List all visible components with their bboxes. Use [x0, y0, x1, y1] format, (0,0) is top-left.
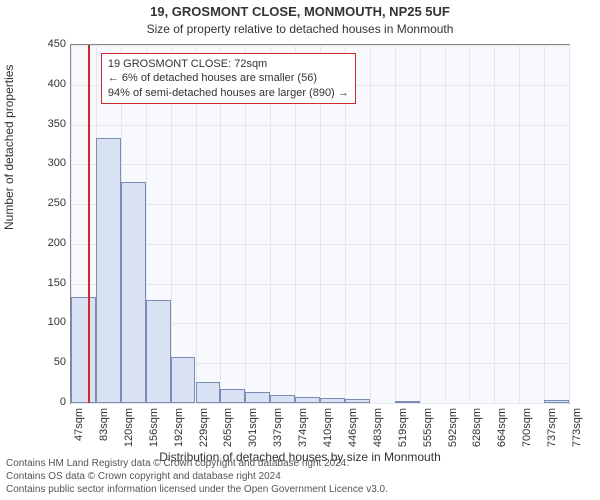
- grid-line-v: [370, 45, 371, 403]
- footer-line: Contains public sector information licen…: [6, 483, 594, 496]
- annotation-line: ← 6% of detached houses are smaller (56): [108, 71, 349, 85]
- histogram-bar: [245, 392, 270, 403]
- x-tick-label: 519sqm: [397, 408, 409, 447]
- plot-area: 19 GROSMONT CLOSE: 72sqm ← 6% of detache…: [70, 44, 570, 404]
- annotation-line: 94% of semi-detached houses are larger (…: [108, 86, 349, 100]
- x-tick-label: 83sqm: [98, 408, 110, 441]
- annotation-box: 19 GROSMONT CLOSE: 72sqm ← 6% of detache…: [101, 53, 356, 104]
- x-tick-label: 628sqm: [471, 408, 483, 447]
- annotation-line: 19 GROSMONT CLOSE: 72sqm: [108, 57, 349, 71]
- histogram-bar: [146, 300, 171, 403]
- histogram-bar: [121, 182, 146, 403]
- histogram-bar: [295, 397, 320, 403]
- footer-text: Contains HM Land Registry data © Crown c…: [6, 457, 594, 496]
- chart-container: 19, GROSMONT CLOSE, MONMOUTH, NP25 5UF S…: [0, 0, 600, 500]
- y-tick-label: 0: [36, 396, 66, 408]
- grid-line-v: [544, 45, 545, 403]
- histogram-bar: [96, 138, 121, 403]
- x-tick-label: 410sqm: [322, 408, 334, 447]
- y-tick-label: 450: [36, 38, 66, 50]
- footer-line: Contains OS data © Crown copyright and d…: [6, 470, 594, 483]
- x-tick-label: 737sqm: [546, 408, 558, 447]
- x-tick-label: 773sqm: [571, 408, 583, 447]
- x-tick-label: 337sqm: [272, 408, 284, 447]
- chart-subtitle: Size of property relative to detached ho…: [0, 22, 600, 36]
- histogram-bar: [544, 400, 569, 403]
- y-tick-label: 150: [36, 277, 66, 289]
- histogram-bar: [196, 382, 221, 403]
- x-tick-label: 47sqm: [73, 408, 85, 441]
- grid-line-h: [71, 403, 569, 404]
- x-tick-label: 120sqm: [123, 408, 135, 447]
- y-tick-label: 400: [36, 78, 66, 90]
- histogram-bar: [171, 357, 196, 403]
- grid-line-v: [569, 45, 570, 403]
- grid-line-v: [494, 45, 495, 403]
- y-tick-label: 350: [36, 118, 66, 130]
- y-tick-label: 250: [36, 197, 66, 209]
- x-tick-label: 700sqm: [521, 408, 533, 447]
- histogram-bar: [71, 297, 96, 403]
- y-axis-label: Number of detached properties: [2, 65, 16, 230]
- y-tick-label: 100: [36, 316, 66, 328]
- histogram-bar: [270, 395, 295, 403]
- grid-line-v: [469, 45, 470, 403]
- histogram-bar: [320, 398, 345, 403]
- marker-line: [88, 45, 90, 403]
- y-tick-label: 200: [36, 237, 66, 249]
- histogram-bar: [395, 401, 420, 403]
- footer-line: Contains HM Land Registry data © Crown c…: [6, 457, 594, 470]
- x-tick-label: 265sqm: [222, 408, 234, 447]
- grid-line-v: [519, 45, 520, 403]
- x-tick-label: 229sqm: [198, 408, 210, 447]
- x-tick-label: 664sqm: [496, 408, 508, 447]
- x-tick-label: 192sqm: [173, 408, 185, 447]
- histogram-bar: [220, 389, 245, 403]
- x-tick-label: 446sqm: [347, 408, 359, 447]
- grid-line-v: [420, 45, 421, 403]
- histogram-bar: [345, 399, 370, 403]
- x-tick-label: 592sqm: [447, 408, 459, 447]
- x-tick-label: 374sqm: [297, 408, 309, 447]
- x-tick-label: 301sqm: [247, 408, 259, 447]
- grid-line-v: [445, 45, 446, 403]
- grid-line-v: [395, 45, 396, 403]
- x-tick-label: 156sqm: [148, 408, 160, 447]
- x-tick-label: 555sqm: [422, 408, 434, 447]
- y-tick-label: 50: [36, 356, 66, 368]
- chart-title: 19, GROSMONT CLOSE, MONMOUTH, NP25 5UF: [0, 4, 600, 19]
- y-tick-label: 300: [36, 157, 66, 169]
- x-tick-label: 483sqm: [372, 408, 384, 447]
